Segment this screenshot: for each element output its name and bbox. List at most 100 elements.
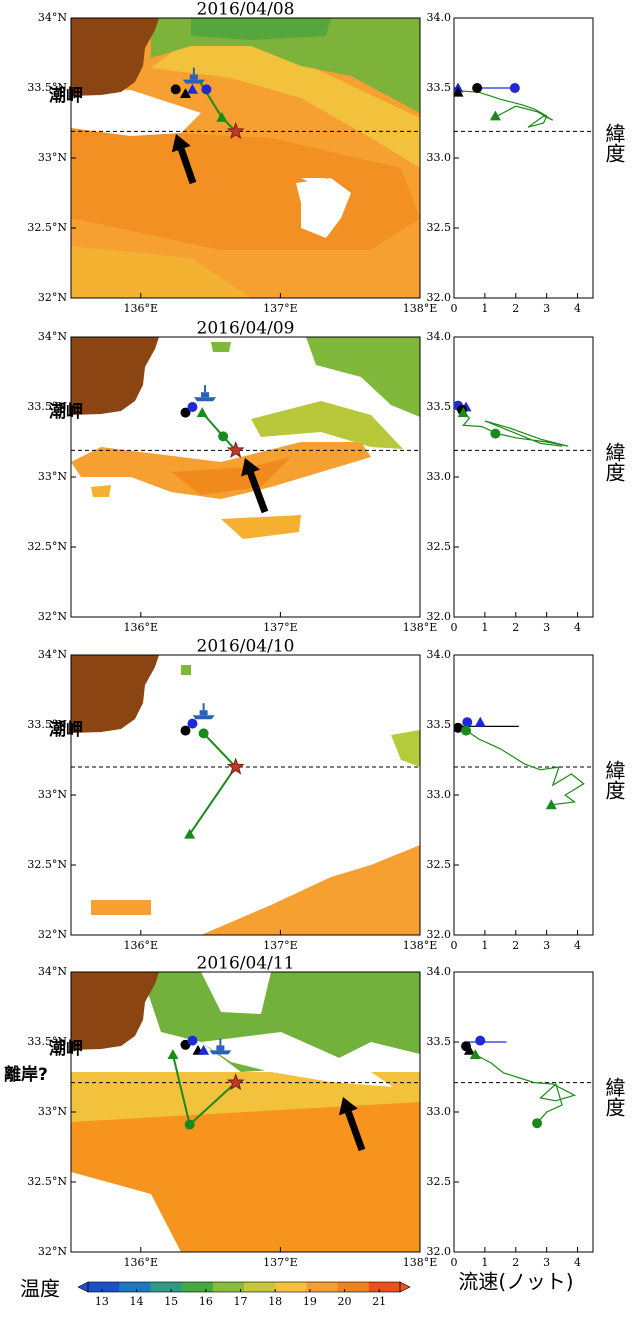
x-tick-label: 0 [451,302,458,315]
sst-region [171,457,291,495]
colorbar-label: 温度 [20,1277,60,1301]
arrow-head [338,1097,358,1116]
marker [462,717,473,728]
y-tick-label: 33.5 [427,81,452,94]
marker [184,1119,195,1130]
y-tick-label: 32.0 [427,610,452,623]
colorbar-step [119,1282,151,1292]
target-star [226,1073,245,1091]
x-tick-label: 137°E [263,621,298,634]
profile-data [454,82,554,128]
marker [198,1044,210,1055]
sst-region [221,515,301,539]
y-tick-label: 34.0 [427,648,452,661]
speed-line [459,409,569,447]
x-tick-label: 3 [543,1256,550,1269]
land [71,972,159,1050]
colorbar-step [181,1282,214,1292]
y-tick-label: 32.0 [427,1245,452,1258]
sst-region [151,38,420,168]
target-star [226,757,245,775]
sst-region [301,178,326,188]
y-tick-label: 32.5 [427,858,452,871]
y-tick-label: 32.5 [427,221,452,234]
sst-region [306,337,420,417]
colorbar-step [306,1282,339,1292]
sst-region [71,246,251,298]
marker [457,407,469,417]
profile-frame [453,654,594,936]
target-star [226,440,245,459]
sst-region [211,342,231,352]
y-tick-label: 33°N [38,1105,67,1118]
y-tick-label: 32°N [38,928,67,941]
map-field [71,655,420,935]
marker [489,110,501,121]
colorbar-tick-label: 18 [268,1295,282,1308]
marker [201,84,212,95]
sst-region [71,1072,420,1122]
profile-data [454,400,569,447]
y-tick-label: 32.5°N [27,540,67,553]
sst-region [91,900,151,915]
marker [179,88,191,98]
x-tick-label: 3 [543,302,550,315]
speed-line [457,90,554,128]
profile-frame [453,17,594,299]
x-axis-label: 流速(ノット) [458,1270,573,1294]
colorbar-step [368,1282,401,1292]
marker [187,1035,198,1046]
sst-region [151,18,420,113]
marker [474,716,486,727]
colorbar-frame [87,1281,401,1293]
ship-cabin [201,392,210,398]
profile-data [454,716,585,810]
marker [475,1035,486,1046]
speed-line [475,1054,577,1124]
x-tick-label: 138°E [403,621,438,634]
x-tick-label: 4 [574,1256,581,1269]
x-tick-label: 3 [543,939,550,952]
y-tick-label: 32.0 [427,928,452,941]
colorbar-tick-label: 17 [234,1295,248,1308]
x-tick-label: 1 [481,302,488,315]
marker [532,1118,543,1129]
marker [180,407,191,418]
annotation: 離岸? [4,1064,48,1085]
y-tick-label: 34°N [38,330,67,343]
y-tick-label: 33.5°N [27,400,67,413]
ship-cabin [189,74,198,80]
marker [461,725,472,736]
y-tick-label: 32.5°N [27,858,67,871]
y-tick-label: 33.0 [427,470,452,483]
panel-title: 2016/04/11 [197,954,295,974]
x-tick-label: 2 [512,302,519,315]
y-tick-label: 33.0 [427,1105,452,1118]
annotation: 潮岬 [49,85,83,106]
sst-region [201,1032,393,1087]
colorbar-tick-label: 20 [338,1295,352,1308]
colorbar-extend [399,1281,411,1293]
ship-cabin [199,710,208,716]
arrow-head [241,458,260,477]
speed-line [466,730,585,806]
x-tick-label: 4 [574,302,581,315]
map-field [71,18,420,298]
y-tick-label: 33.5°N [27,1035,67,1048]
ship [209,1038,232,1055]
x-tick-label: 0 [451,621,458,634]
y-tick-label: 34°N [38,11,67,24]
marker [218,431,229,442]
sst-region [71,88,201,136]
y-tick-label: 32.5 [427,1175,452,1188]
track [188,732,237,835]
x-tick-label: 4 [574,621,581,634]
colorbar-step [244,1282,276,1292]
land [71,655,159,733]
panel: 2016/04/11 136°E 137°E 138°E 32°N 32.5°N 33°N 3… [4,954,626,1270]
y-tick-label: 32°N [38,610,67,623]
x-tick-label: 137°E [263,302,298,315]
x-tick-label: 2 [512,1256,519,1269]
x-tick-label: 137°E [263,1256,298,1269]
x-tick-label: 4 [574,939,581,952]
